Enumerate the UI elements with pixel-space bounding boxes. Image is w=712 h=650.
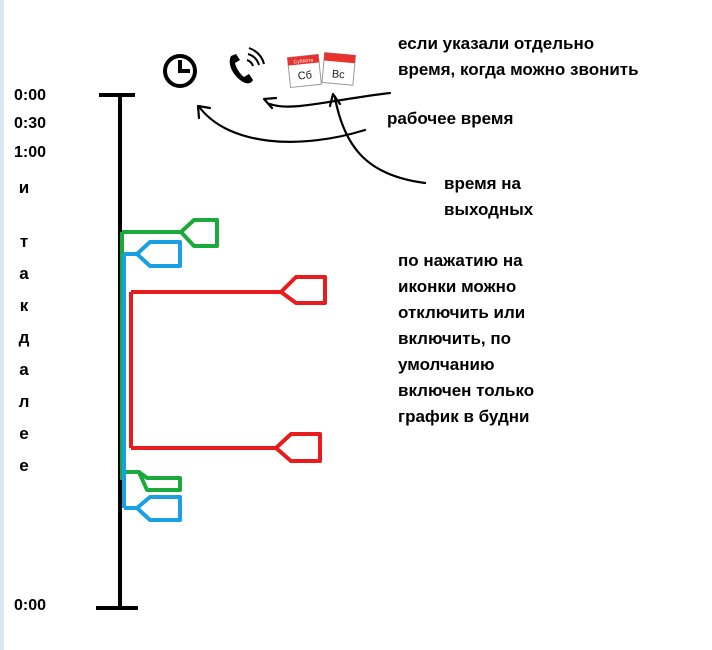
note-line: время на [444, 174, 522, 193]
weekend-start-handle[interactable] [135, 240, 182, 268]
work-time-end-handle[interactable] [274, 432, 322, 463]
work-time-range[interactable] [129, 275, 327, 463]
note-line: если указали отдельно [398, 34, 595, 53]
continuation-char: и [18, 178, 30, 197]
annotation-arrows [196, 91, 427, 185]
time-label-0100: 1:00 [14, 144, 47, 161]
work-time-start-handle[interactable] [279, 275, 327, 305]
continuation-char: д [18, 328, 30, 347]
continuation-char: к [19, 296, 29, 315]
note-line: включен только [398, 381, 535, 400]
continuation-char: т [19, 232, 29, 251]
note-toggle-info: по нажатию на иконки можно отключить или… [398, 248, 534, 430]
arrow-weekends [333, 96, 427, 185]
continuation-char: л [18, 392, 30, 411]
continuation-char: е [19, 424, 29, 443]
note-work-time: рабочее время [387, 106, 513, 132]
time-label-start: 0:00 [14, 87, 47, 104]
note-line: время, когда можно звонить [398, 60, 639, 79]
continuation-char: а [19, 360, 29, 379]
arrow-work-time [198, 106, 367, 143]
continuation-text: и т а к д а л е е [14, 178, 34, 488]
calendar-header: Суббота [293, 57, 313, 65]
clock-icon[interactable] [160, 52, 200, 90]
arrow-call-time [268, 91, 392, 108]
continuation-char: а [19, 264, 29, 283]
note-line: рабочее время [387, 109, 514, 128]
note-line: по нажатию на [398, 251, 523, 270]
weekend-time-range[interactable] [122, 240, 182, 522]
call-time-start-handle[interactable] [179, 218, 219, 248]
time-label-end: 0:00 [14, 597, 47, 614]
note-weekends: время на выходных [444, 171, 533, 223]
note-line: включить, по [398, 329, 512, 348]
note-call-time: если указали отдельно время, когда можно… [398, 31, 639, 83]
note-line: умолчанию [398, 355, 495, 374]
time-label-0030: 0:30 [14, 115, 47, 132]
note-line: выходных [444, 200, 534, 219]
left-edge-strip [0, 0, 4, 650]
note-line: график в будни [398, 407, 530, 426]
note-line: отключить или [398, 303, 526, 322]
weekend-end-handle[interactable] [135, 495, 182, 522]
calendar-weekend-icon[interactable]: Суббота Сб Вс [286, 50, 358, 92]
call-time-end-handle[interactable] [137, 470, 182, 492]
saturday-label: Сб [297, 69, 312, 82]
sunday-label: Вс [331, 68, 345, 81]
note-line: иконки можно [398, 277, 517, 296]
continuation-char: е [19, 456, 29, 475]
phone-ringing-icon[interactable] [223, 46, 267, 90]
